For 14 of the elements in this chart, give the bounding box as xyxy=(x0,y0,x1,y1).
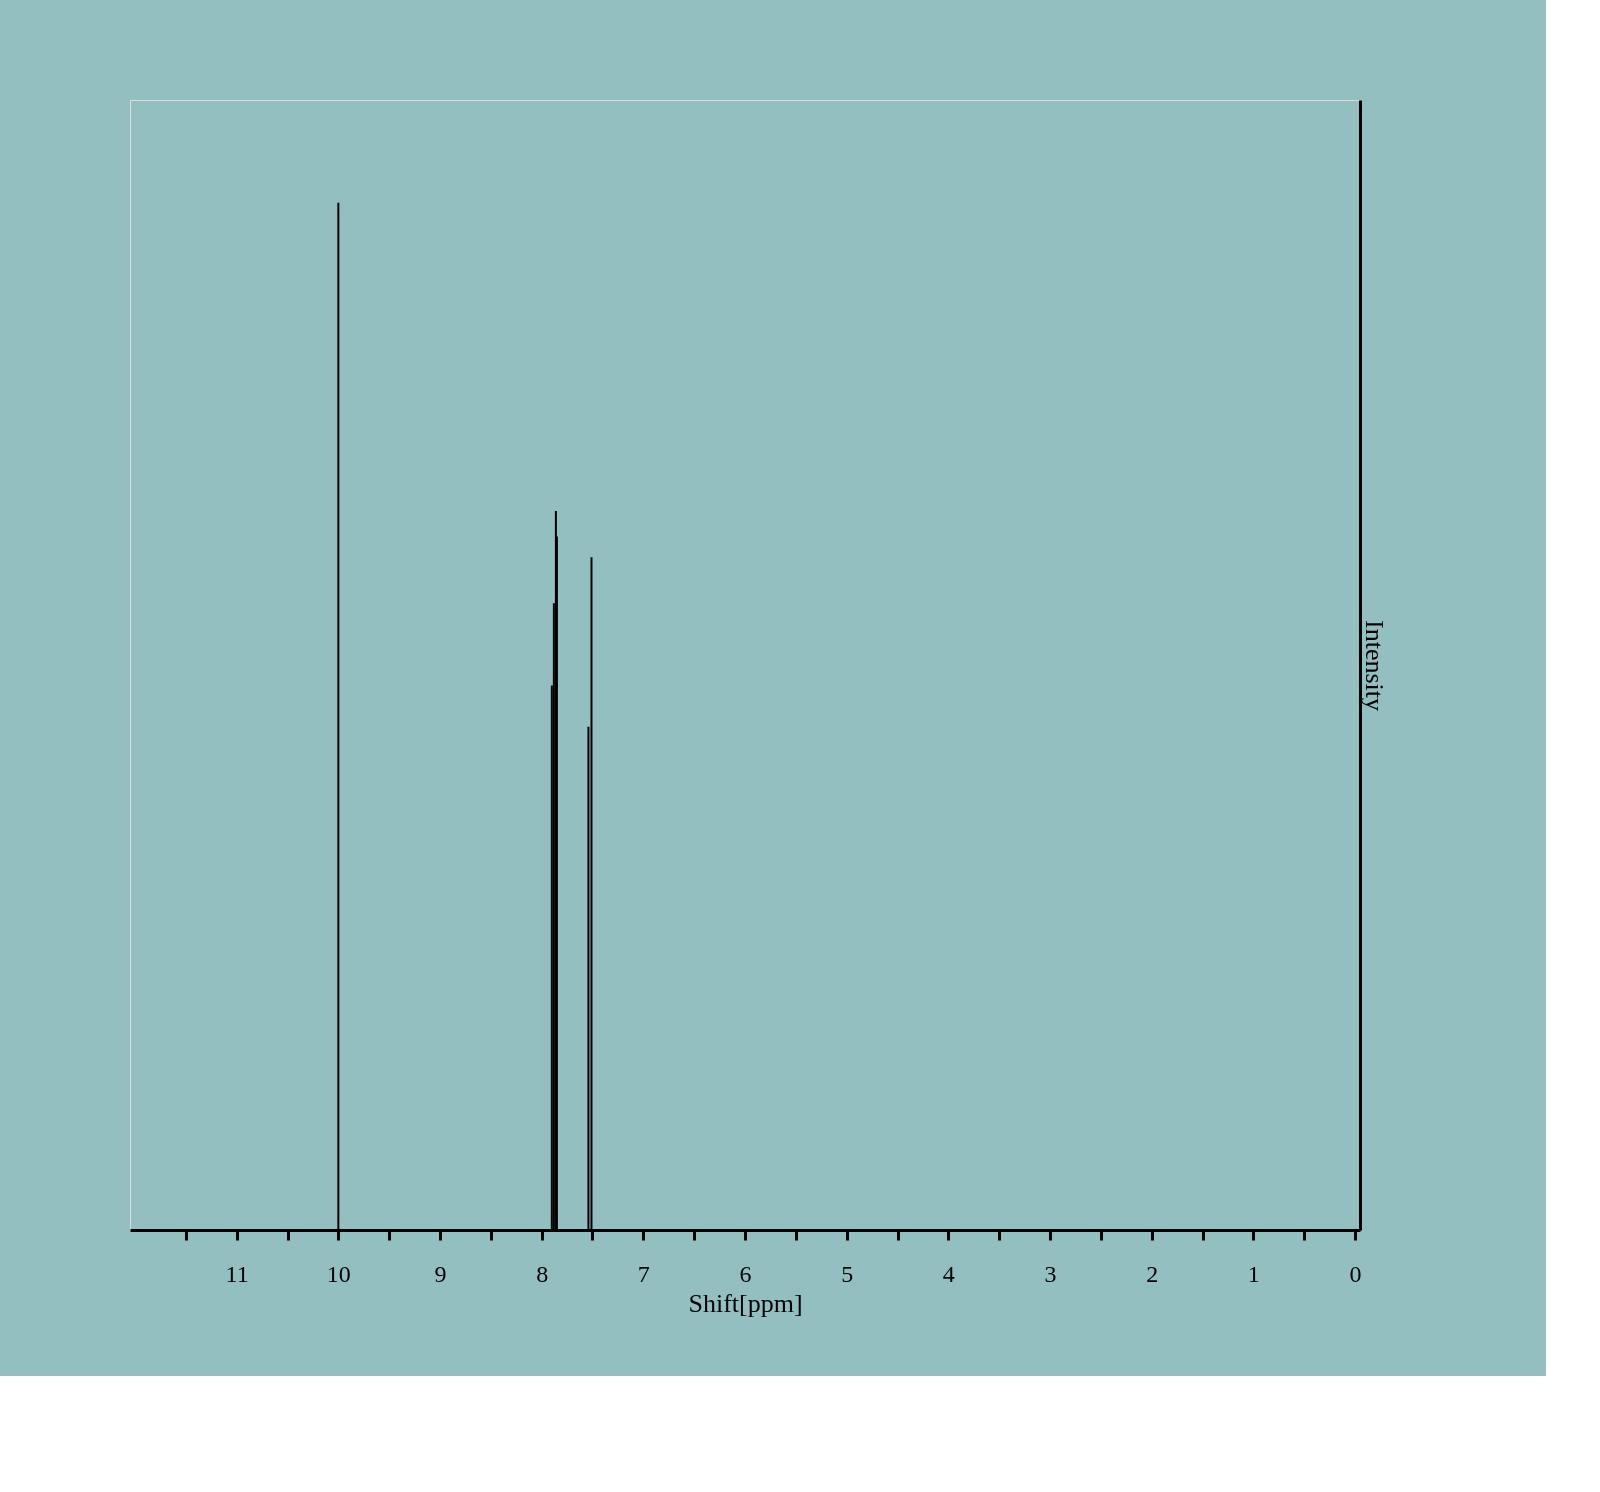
x-tick-label: 2 xyxy=(1146,1260,1159,1287)
x-tick-label: 7 xyxy=(637,1260,650,1287)
x-axis-title: Shift[ppm] xyxy=(688,1288,803,1318)
x-tick-label: 3 xyxy=(1044,1260,1057,1287)
x-tick-label: 9 xyxy=(434,1260,447,1287)
x-tick-label: 10 xyxy=(326,1260,351,1287)
x-tick-label: 11 xyxy=(225,1260,249,1287)
x-tick-label: 5 xyxy=(841,1260,854,1287)
x-tick-label: 0 xyxy=(1349,1260,1362,1287)
x-tick-label: 6 xyxy=(739,1260,752,1287)
y-axis-title: Intensity xyxy=(1359,620,1389,711)
x-tick-label: 8 xyxy=(536,1260,549,1287)
x-tick-label: 1 xyxy=(1247,1260,1260,1287)
x-tick-label: 4 xyxy=(942,1260,955,1287)
